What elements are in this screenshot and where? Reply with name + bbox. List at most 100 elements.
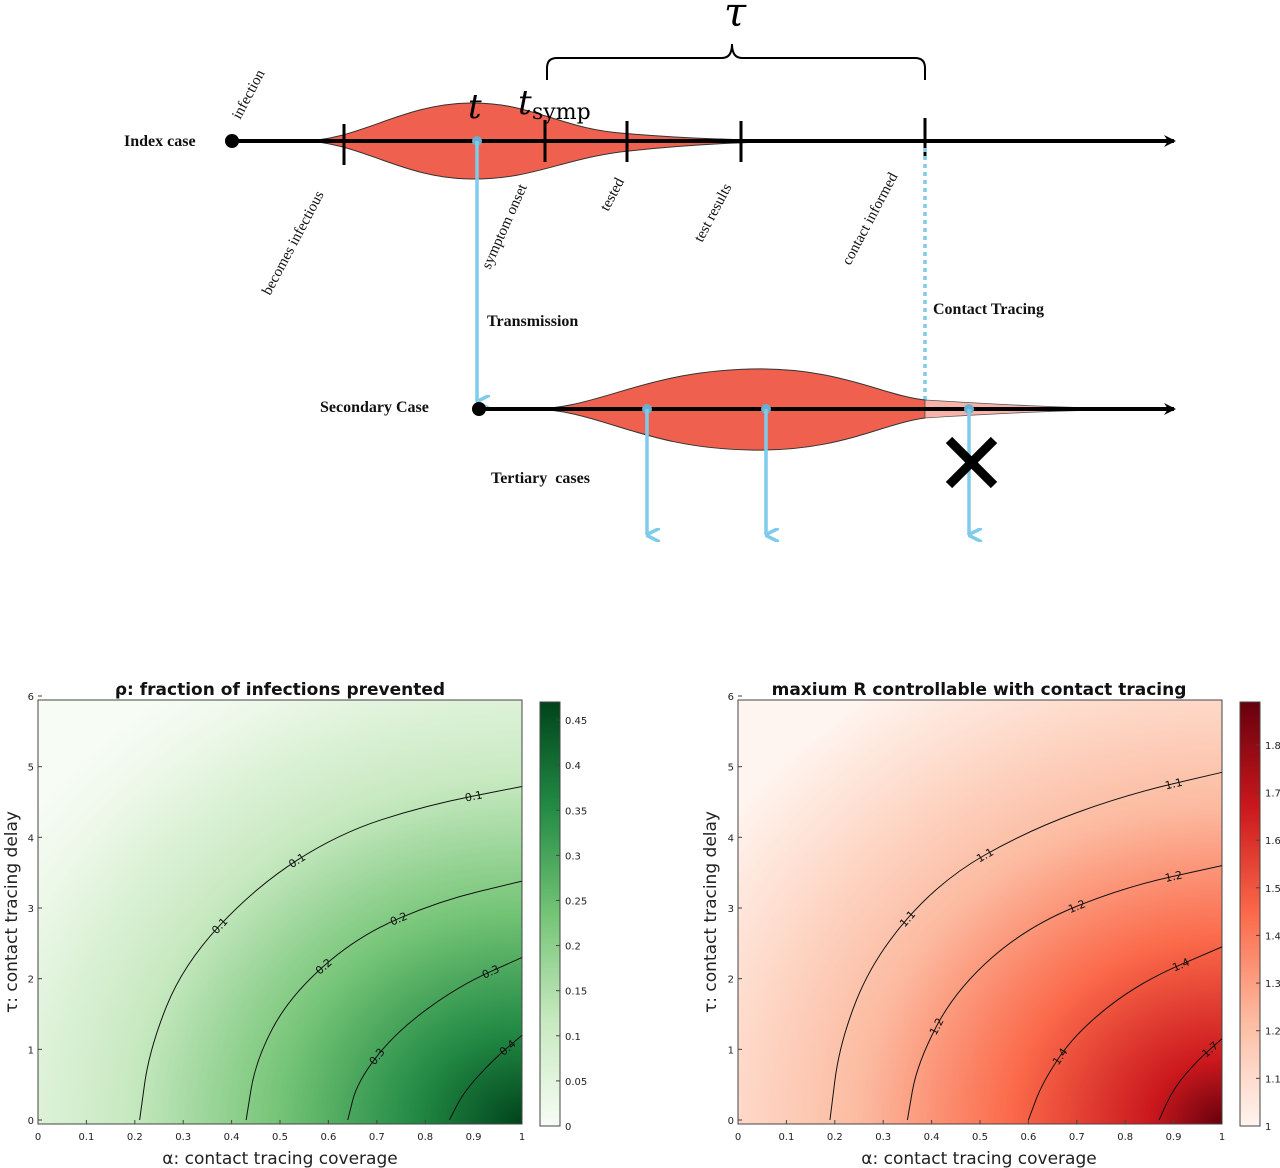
x-tick-label: 0.8: [417, 1132, 433, 1143]
infection-dot: [225, 134, 239, 148]
x-tick-label: 0.1: [78, 1132, 94, 1143]
right-y-axis-label: τ: contact tracing delay: [701, 811, 721, 1013]
colorbar-tick-label: 0.1: [565, 1032, 581, 1043]
contour-label: 1.4: [1170, 956, 1191, 975]
x-tick-label: 0.7: [369, 1132, 385, 1143]
informed-label: contact informed: [839, 170, 901, 268]
x-tick-label: 0.2: [127, 1132, 143, 1143]
x-tick-label: 1: [519, 1132, 525, 1143]
tau-brace: [546, 43, 926, 80]
x-tick-label: 0.3: [175, 1132, 191, 1143]
y-tick-label: 6: [728, 692, 734, 703]
x-tick-label: 0.1: [778, 1132, 794, 1143]
left-y-axis-label: τ: contact tracing delay: [2, 811, 22, 1013]
y-tick-label: 0: [28, 1116, 34, 1127]
contour-label: 0.1: [464, 788, 484, 804]
contour-line: [245, 880, 523, 1121]
x-tick-label: 0.5: [972, 1132, 988, 1143]
colorbar-tick-label: 0.25: [565, 896, 587, 907]
left-contours: 0.10.10.10.20.20.30.30.4: [139, 785, 523, 1121]
y-tick-label: 3: [28, 904, 34, 915]
contact-tracing-label: Contact Tracing: [933, 301, 1044, 318]
left-y-ticks: 0 1 2 3 4 5 6: [28, 692, 42, 1127]
index-case-label: Index case: [124, 133, 196, 150]
onset-label: symptom onset: [479, 181, 531, 272]
tested-label: tested: [597, 175, 628, 214]
colorbar-tick-label: 0.3: [565, 851, 581, 862]
contour-line: [829, 771, 1223, 1121]
contour-label: 1.1: [1164, 776, 1184, 793]
contour-line: [448, 1034, 523, 1121]
colorbar-tick-label: 1.4: [1265, 931, 1280, 942]
timeline-diagram: τ Index case t t symp infection becomes …: [124, 0, 1176, 535]
x-tick-label: 0.2: [827, 1132, 843, 1143]
y-tick-label: 2: [28, 975, 34, 986]
x-tick-label: 0.4: [924, 1132, 940, 1143]
colorbar-tick-label: 0.45: [565, 716, 587, 727]
contour-label: 0.2: [388, 910, 409, 929]
contour-line: [1158, 1038, 1223, 1121]
contour-line: [1027, 946, 1223, 1121]
right-heatmap-field: [738, 700, 1222, 1124]
colorbar-tick-label: 1.1: [1265, 1074, 1280, 1085]
right-colorbar-ticks: 1 1.1 1.2 1.3 1.4 1.5 1.6 1.7 1.8: [1256, 741, 1280, 1133]
colorbar-tick-label: 0.2: [565, 942, 581, 953]
colorbar-tick-label: 0: [565, 1122, 571, 1133]
y-tick-label: 4: [28, 833, 34, 844]
colorbar-tick-label: 0.35: [565, 806, 587, 817]
contour-line: [139, 785, 523, 1121]
x-tick-label: 0.3: [875, 1132, 891, 1143]
y-tick-label: 5: [728, 763, 734, 774]
right-y-ticks: 0 1 2 3 4 5 6: [728, 692, 742, 1127]
x-tick-label: 0: [735, 1132, 741, 1143]
right-chart-title: maxium R controllable with contact traci…: [772, 680, 1187, 700]
x-tick-label: 0.7: [1069, 1132, 1085, 1143]
y-tick-label: 5: [28, 763, 34, 774]
infectious-label: becomes infectious: [259, 188, 327, 298]
x-tick-label: 0.5: [272, 1132, 288, 1143]
right-x-axis-label: α: contact tracing coverage: [861, 1149, 1096, 1168]
x-tick-label: 0.8: [1117, 1132, 1133, 1143]
tau-symbol: τ: [724, 0, 747, 36]
x-tick-label: 0.9: [466, 1132, 482, 1143]
secondary-dot: [472, 402, 486, 416]
contour-label: 1.2: [1066, 897, 1087, 916]
y-tick-label: 4: [728, 833, 734, 844]
contour-line: [347, 957, 523, 1121]
left-x-ticks: 0 0.1 0.2 0.3 0.4 0.5 0.6 0.7 0.8 0.9 1: [35, 1120, 525, 1143]
colorbar-tick-label: 1.3: [1265, 979, 1280, 990]
left-heatmap-panel: ρ: fraction of infections prevented 0.10…: [2, 680, 587, 1168]
contour-label: 1.2: [1164, 868, 1184, 884]
results-label: test results: [691, 181, 735, 245]
y-tick-label: 1: [728, 1045, 734, 1056]
y-tick-label: 3: [728, 904, 734, 915]
right-colorbar: [1239, 701, 1261, 1127]
prevented-cross-icon: [945, 436, 998, 489]
colorbar-tick-label: 1.8: [1265, 741, 1280, 752]
y-tick-label: 2: [728, 975, 734, 986]
tertiary-cases-label: Tertiary cases: [491, 470, 590, 487]
x-tick-label: 0.4: [224, 1132, 240, 1143]
tsymp-symbol: t: [518, 83, 532, 123]
colorbar-tick-label: 1.6: [1265, 836, 1280, 847]
colorbar-tick-label: 1: [1265, 1122, 1271, 1133]
colorbar-tick-label: 0.05: [565, 1077, 587, 1088]
colorbar-tick-label: 0.15: [565, 987, 587, 998]
x-tick-label: 1: [1219, 1132, 1225, 1143]
y-tick-label: 1: [28, 1045, 34, 1056]
x-tick-label: 0.6: [1020, 1132, 1036, 1143]
y-tick-label: 0: [728, 1116, 734, 1127]
transmission-label: Transmission: [487, 313, 578, 330]
colorbar-tick-label: 1.7: [1265, 789, 1280, 800]
left-heatmap-field: [38, 700, 522, 1124]
left-colorbar-ticks: 0 0.05 0.1 0.15 0.2 0.25 0.3 0.35 0.4 0.45: [556, 716, 587, 1133]
colorbar-tick-label: 1.2: [1265, 1027, 1280, 1038]
left-colorbar: [539, 701, 561, 1127]
right-contours: 1.11.11.11.21.21.21.41.41.7: [829, 771, 1223, 1121]
colorbar-tick-label: 1.5: [1265, 884, 1280, 895]
right-heatmap-panel: maxium R controllable with contact traci…: [701, 680, 1280, 1168]
tsymp-subscript: symp: [532, 100, 591, 125]
right-x-ticks: 0 0.1 0.2 0.3 0.4 0.5 0.6 0.7 0.8 0.9 1: [735, 1120, 1225, 1143]
left-x-axis-label: α: contact tracing coverage: [162, 1149, 397, 1168]
